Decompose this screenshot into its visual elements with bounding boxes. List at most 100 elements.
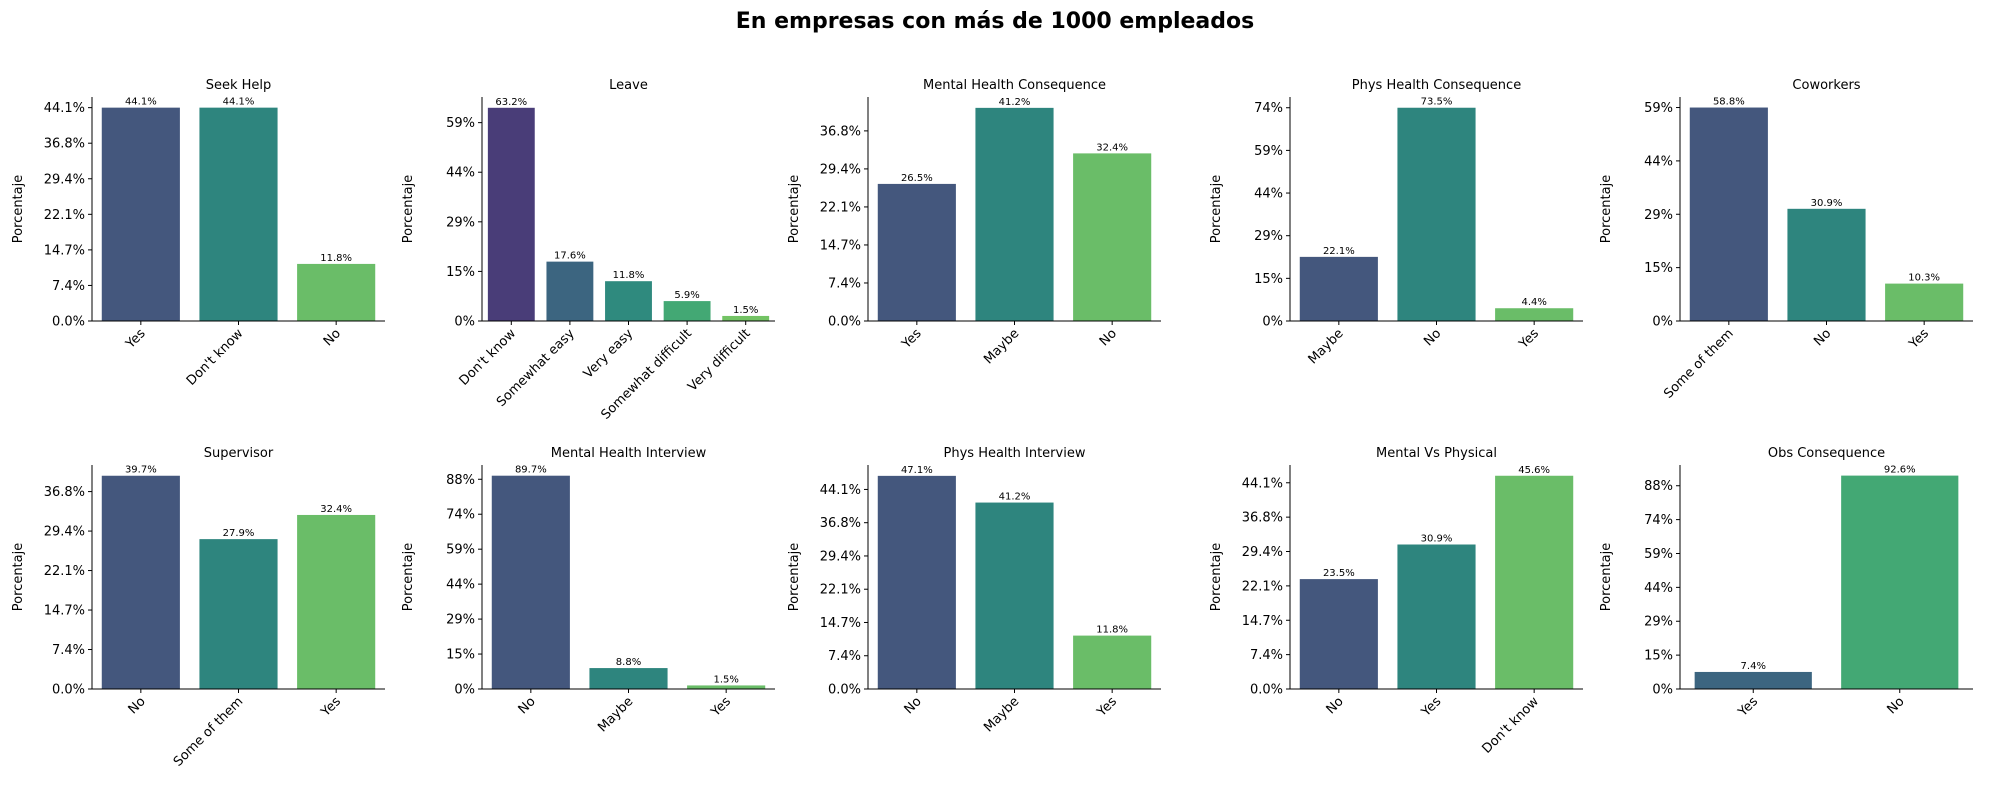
y-axis-label: Porcentaje [1209,175,1224,243]
y-tick-label: 59% [446,116,475,131]
data-label: 5.9% [674,290,699,301]
data-label: 73.5% [1421,97,1453,108]
bar [1397,544,1476,689]
data-label: 7.4% [1741,661,1766,672]
bar [101,475,180,689]
panel-title: Mental Health Interview [551,446,707,461]
chart-panel: 44.1% 44.1% 11.8% 0.0% 7.4% 14.7% 22.1% 29.4% 36… [11,78,385,389]
data-label: 44.1% [125,97,157,108]
y-tick-label: 15% [1644,649,1673,664]
data-label: 41.2% [999,97,1031,108]
y-tick-label: 14.7% [44,243,85,258]
y-axis-label: Porcentaje [1599,543,1614,611]
x-tick-label: Yes [708,694,734,720]
x-tick-label: Some of them [171,694,246,769]
y-tick-label: 36.8% [44,485,85,500]
x-tick-label: Yes [898,326,924,352]
y-tick-label: 29% [446,613,475,628]
data-label: 11.8% [320,253,352,264]
y-tick-label: 29% [1644,208,1673,223]
bar [491,475,570,689]
y-axis-label: Porcentaje [1599,175,1614,243]
y-tick-label: 44.1% [44,101,85,116]
x-tick-label: Maybe [981,326,1022,367]
y-tick-label: 14.7% [820,616,861,631]
y-tick-label: 0.0% [828,315,861,330]
bar [297,263,376,321]
x-tick-label: No [321,326,344,349]
data-label: 30.9% [1811,198,1843,209]
x-tick-label: Some of them [1661,326,1736,401]
panel-title: Obs Consequence [1768,446,1885,461]
x-tick-label: No [1884,694,1907,717]
y-axis-label: Porcentaje [11,543,26,611]
y-tick-label: 22.1% [1242,579,1283,594]
y-tick-label: 88% [446,473,475,488]
bar [101,107,180,321]
chart-panel: 89.7% 8.8% 1.5% 0% 15% 29% 44% 59% 74% 88% No Maybe… [401,446,775,735]
bar [1299,256,1378,321]
bar [1689,107,1768,321]
y-tick-label: 7.4% [828,649,861,664]
x-tick-label: No [1324,694,1347,717]
chart-panel: 23.5% 30.9% 45.6% 0.0% 7.4% 14.7% 22.1% 29.4% 36… [1209,446,1583,757]
y-tick-label: 7.4% [52,643,85,658]
data-label: 44.1% [223,97,255,108]
y-tick-label: 22.1% [820,583,861,598]
x-tick-label: Yes [1418,694,1444,720]
y-tick-label: 14.7% [820,238,861,253]
data-label: 41.2% [999,492,1031,503]
chart-panel: 39.7% 27.9% 32.4% 0.0% 7.4% 14.7% 22.1% 29.4% 36… [11,446,385,770]
data-label: 1.5% [733,305,758,316]
bar [1073,153,1152,321]
chart-panel: 58.8% 30.9% 10.3% 0% 15% 29% 44% 59% Some of the… [1599,78,1973,402]
x-tick-label: Very easy [581,326,637,382]
y-tick-label: 59% [1254,144,1283,159]
data-label: 32.4% [320,504,352,515]
x-tick-label: Very difficult [685,326,753,394]
bar [605,281,652,321]
y-tick-label: 29% [1254,229,1283,244]
bar [877,183,956,321]
panel-title: Phys Health Consequence [1352,78,1521,93]
data-label: 8.8% [616,657,641,668]
panel-title: Phys Health Interview [944,446,1086,461]
data-label: 89.7% [515,465,547,476]
chart-panel: 63.2% 17.6% 11.8% 5.9% 1.5% 0% 15% 29% 44% 59% Don… [401,78,775,423]
y-tick-label: 44% [1254,187,1283,202]
data-label: 11.8% [1096,625,1128,636]
y-axis-label: Porcentaje [401,543,416,611]
y-tick-label: 14.7% [1242,614,1283,629]
y-tick-label: 74% [1254,101,1283,116]
bar [1299,579,1378,689]
panel-title: Coworkers [1792,78,1860,93]
y-tick-label: 0.0% [52,683,85,698]
data-label: 32.4% [1096,142,1128,153]
bar [1694,671,1812,689]
y-tick-label: 88% [1644,479,1673,494]
chart-panel: 7.4% 92.6% 0% 15% 29% 44% 59% 74% 88% Yes No Obs Co… [1599,446,1973,720]
data-label: 17.6% [554,251,586,262]
x-tick-label: No [902,694,925,717]
data-label: 11.8% [613,270,645,281]
bar [1787,208,1866,321]
y-tick-label: 0% [454,315,475,330]
y-tick-label: 0.0% [1250,683,1283,698]
y-axis-label: Porcentaje [401,175,416,243]
y-tick-label: 74% [1644,513,1673,528]
x-tick-label: Maybe [1306,326,1347,367]
data-label: 63.2% [495,97,527,108]
chart-panels: 44.1% 44.1% 11.8% 0.0% 7.4% 14.7% 22.1% 29.4% 36… [11,78,1973,770]
x-tick-label: No [516,694,539,717]
y-tick-label: 7.4% [828,276,861,291]
y-tick-label: 29.4% [44,525,85,540]
x-tick-label: No [1421,326,1444,349]
y-tick-label: 74% [446,508,475,523]
data-label: 45.6% [1518,465,1550,476]
x-tick-label: Don't know [184,326,247,389]
bar [1397,107,1476,321]
x-tick-label: Yes [1094,694,1120,720]
chart-panel: 22.1% 73.5% 4.4% 0% 15% 29% 44% 59% 74% Maybe No Ye… [1209,78,1583,367]
y-tick-label: 15% [446,648,475,663]
y-tick-label: 15% [1254,272,1283,287]
